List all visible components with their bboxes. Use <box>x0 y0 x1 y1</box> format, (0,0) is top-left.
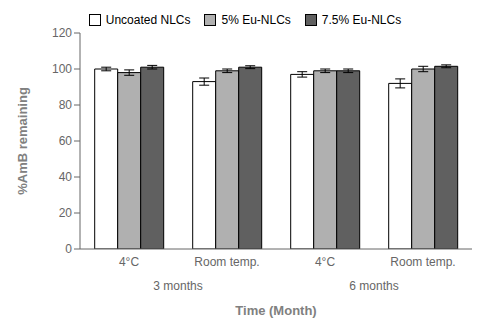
svg-text:4°C: 4°C <box>315 255 335 269</box>
svg-text:0: 0 <box>65 242 72 256</box>
svg-text:40: 40 <box>59 170 73 184</box>
svg-text:60: 60 <box>59 134 73 148</box>
svg-text:120: 120 <box>52 26 72 40</box>
svg-text:%AmB remaining: %AmB remaining <box>15 87 30 195</box>
html-text:7.5% Eu-NLCs: 7.5% Eu-NLCs <box>321 13 402 27</box>
svg-text:Room temp.: Room temp. <box>194 255 259 269</box>
svg-text:4°C: 4°C <box>119 255 139 269</box>
svg-text:3 months: 3 months <box>153 279 202 293</box>
html-text:Uncoated NLCs: Uncoated NLCs <box>105 13 191 27</box>
html-text:5% Eu-NLCs: 5% Eu-NLCs <box>221 13 291 27</box>
svg-text:20: 20 <box>59 206 73 220</box>
svg-text:80: 80 <box>59 98 73 112</box>
svg-text:100: 100 <box>52 62 72 76</box>
svg-text:Room temp.: Room temp. <box>390 255 455 269</box>
svg-text:6 months: 6 months <box>349 279 398 293</box>
svg-text:Time (Month): Time (Month) <box>235 303 316 318</box>
